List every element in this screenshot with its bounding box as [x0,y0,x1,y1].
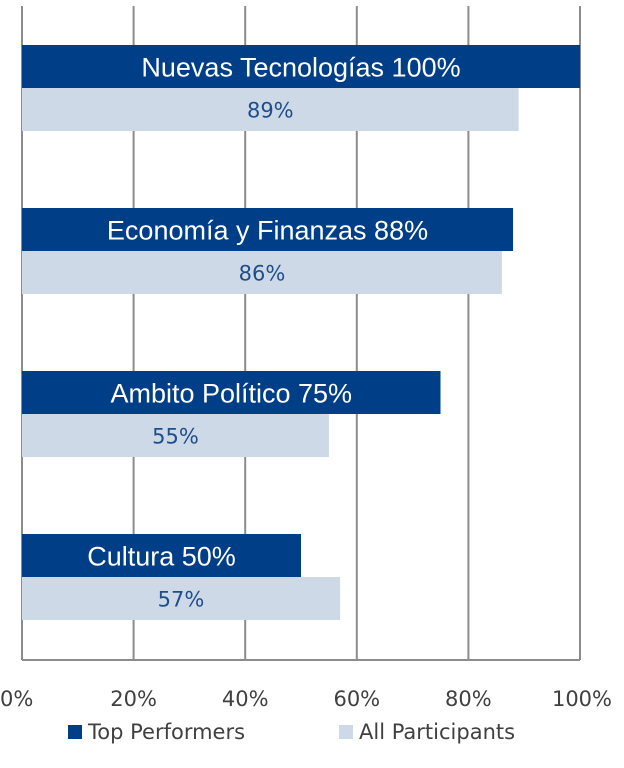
bar-top-performers [22,45,580,88]
bar-label-top-performers: Economía y Finanzas 88% [107,216,428,246]
bar-top-performers [22,534,301,577]
legend-label: All Participants [359,720,515,744]
x-tick-label: 40% [222,687,269,711]
bar-all-participants [22,414,329,457]
bar-label-top-performers: Ambito Político 75% [110,379,352,409]
x-tick-label: 0% [0,687,33,711]
bar-all-participants [22,88,519,131]
bar-label-top-performers: Cultura 50% [87,542,236,572]
bar-label-top-performers: Nuevas Tecnologías 100% [141,53,460,83]
bar-label-all-participants: 57% [158,588,205,612]
bar-top-performers [22,371,441,414]
legend-label: Top Performers [87,720,245,744]
bar-label-all-participants: 89% [247,99,294,123]
bar-all-participants [22,577,341,620]
x-tick-label: 60% [333,687,380,711]
bar-label-all-participants: 55% [152,425,199,449]
x-tick-label: 80% [445,687,492,711]
bar-label-all-participants: 86% [239,262,286,286]
legend: Top Performers All Participants [68,720,515,744]
x-tick-label: 100% [552,687,612,711]
x-tick-label: 20% [110,687,157,711]
bars: Nuevas Tecnologías 100% 89% Economía y Fin… [22,45,580,620]
legend-swatch [339,725,353,739]
bar-all-participants [22,251,502,294]
bar-top-performers [22,208,514,251]
x-axis: 0% 20% 40% 60% 80% 100% [0,659,612,711]
legend-swatch [68,725,82,739]
